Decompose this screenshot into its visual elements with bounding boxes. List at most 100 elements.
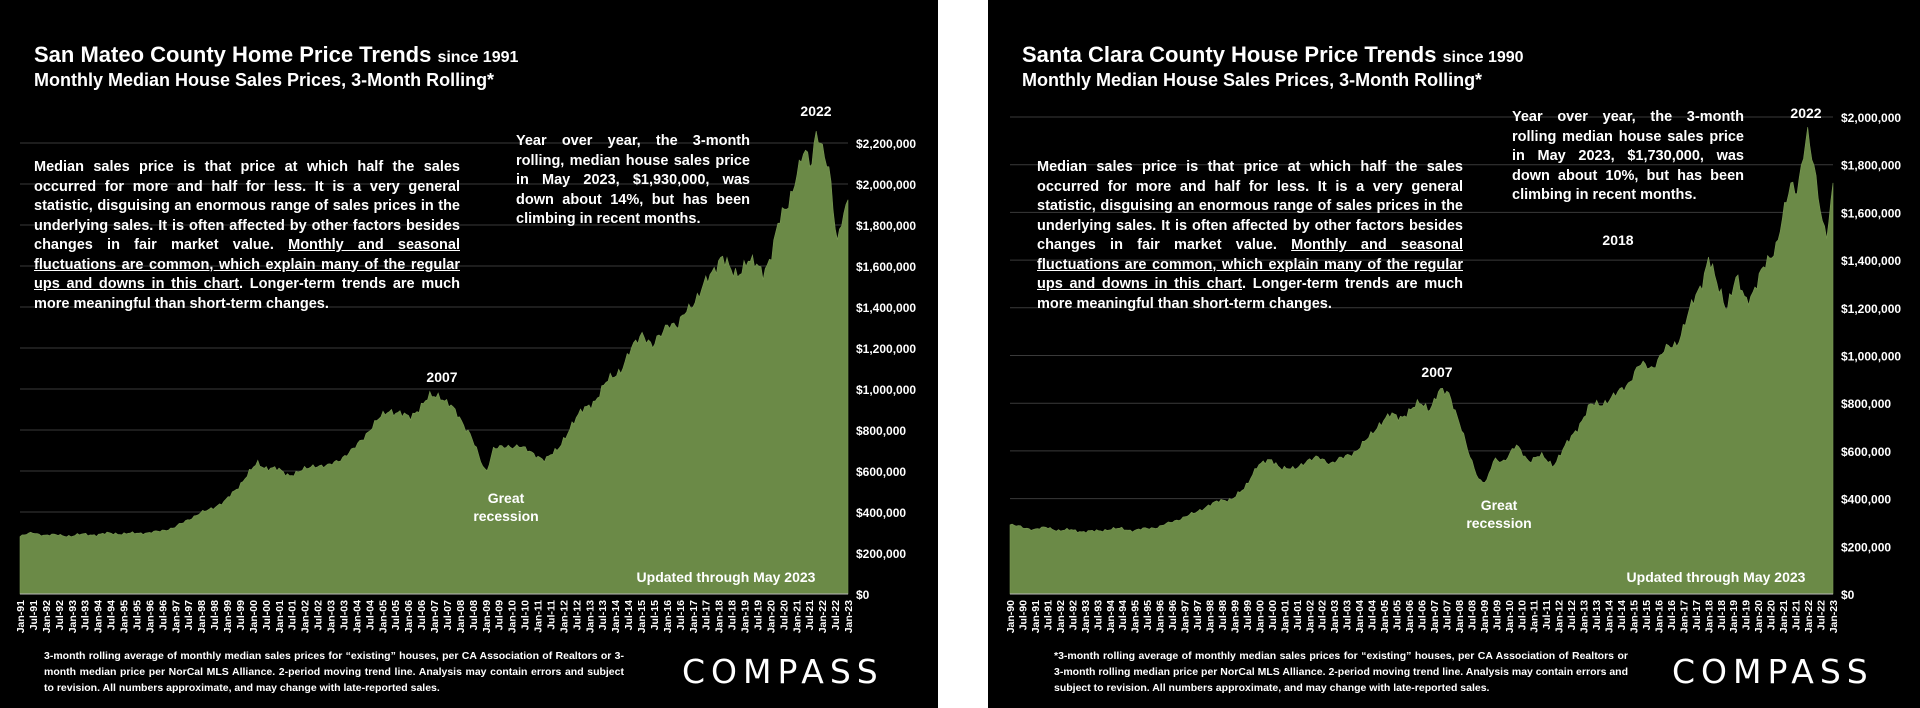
x-tick-label: Jul-22 bbox=[830, 600, 842, 631]
compass-logo: COMPASS bbox=[1672, 652, 1874, 691]
chart-annotation: 2022 bbox=[1790, 105, 1821, 121]
x-tick-label: Jul-95 bbox=[131, 600, 143, 631]
san-mateo-chart-panel: $0 $200,000 $400,000 $600,000 $800,000 $1,000… bbox=[0, 0, 938, 708]
y-tick-label: $400,000 bbox=[1841, 493, 1891, 507]
chart-annotation: recession bbox=[473, 508, 538, 524]
x-tick-label: Jul-12 bbox=[1566, 600, 1578, 631]
x-tick-label: Jan-91 bbox=[15, 600, 27, 633]
san-mateo-area-chart: $0 $200,000 $400,000 $600,000 $800,000 $1,000… bbox=[15, 103, 916, 633]
x-tick-label: Jan-90 bbox=[1005, 600, 1017, 633]
x-tick-label: Jul-18 bbox=[727, 600, 739, 631]
y-tick-label: $2,000,000 bbox=[1841, 111, 1901, 125]
chart-annotation: Updated through May 2023 bbox=[637, 569, 816, 585]
x-tick-label: Jul-14 bbox=[623, 600, 635, 631]
x-tick-label: Jul-19 bbox=[1741, 600, 1753, 631]
x-tick-label: Jan-02 bbox=[1304, 600, 1316, 633]
y-tick-label: $2,000,000 bbox=[856, 178, 916, 192]
x-tick-label: Jul-98 bbox=[209, 600, 221, 631]
x-tick-label: Jan-00 bbox=[1254, 600, 1266, 633]
x-tick-label: Jul-90 bbox=[1017, 600, 1029, 631]
y-tick-label: $1,000,000 bbox=[856, 383, 916, 397]
y-tick-label: $800,000 bbox=[856, 424, 906, 438]
x-tick-label: Jan-18 bbox=[714, 600, 726, 633]
x-tick-label: Jan-10 bbox=[507, 600, 519, 633]
x-tick-label: Jan-11 bbox=[533, 600, 545, 633]
x-tick-label: Jul-10 bbox=[1516, 600, 1528, 631]
x-tick-label: Jan-18 bbox=[1703, 600, 1715, 633]
x-tick-label: Jul-04 bbox=[364, 600, 376, 631]
x-tick-label: Jan-13 bbox=[1579, 600, 1591, 633]
title-text: San Mateo County Home Price Trends bbox=[34, 42, 432, 67]
x-tick-label: Jul-92 bbox=[1067, 600, 1079, 631]
explanation-part-1: Median sales price is that price at whic… bbox=[1037, 159, 1463, 253]
x-tick-label: Jan-06 bbox=[1404, 600, 1416, 633]
x-tick-label: Jul-09 bbox=[494, 600, 506, 631]
x-tick-label: Jan-23 bbox=[1828, 600, 1840, 633]
x-tick-label: Jan-93 bbox=[1080, 600, 1092, 633]
x-tick-label: Jan-04 bbox=[1354, 600, 1366, 633]
x-tick-label: Jan-96 bbox=[1155, 600, 1167, 633]
x-tick-label: Jan-08 bbox=[455, 600, 467, 633]
title-text: Santa Clara County House Price Trends bbox=[1022, 42, 1437, 67]
x-tick-label: Jan-95 bbox=[119, 600, 131, 633]
x-tick-label: Jul-10 bbox=[520, 600, 532, 631]
x-tick-label: Jul-20 bbox=[1766, 600, 1778, 631]
x-tick-label: Jan-19 bbox=[1728, 600, 1740, 633]
x-tick-label: Jul-96 bbox=[1167, 600, 1179, 631]
x-tick-label: Jan-13 bbox=[584, 600, 596, 633]
x-tick-label: Jan-09 bbox=[481, 600, 493, 633]
santa-clara-chart-panel: $0 $200,000 $400,000 $600,000 $800,000 $1,000… bbox=[988, 0, 1920, 708]
y-tick-label: $1,800,000 bbox=[1841, 159, 1901, 173]
x-tick-label: Jul-06 bbox=[1417, 600, 1429, 631]
footnote: *3-month rolling average of monthly medi… bbox=[1054, 650, 1628, 694]
explanation-part-2: . Longer-term trends are much more meani… bbox=[34, 276, 460, 312]
x-tick-label: Jul-01 bbox=[287, 600, 299, 631]
x-tick-label: Jul-93 bbox=[1092, 600, 1104, 631]
x-tick-label: Jan-08 bbox=[1454, 600, 1466, 633]
x-tick-label: Jan-14 bbox=[1604, 600, 1616, 633]
chart-subtitle: Monthly Median House Sales Prices, 3-Mon… bbox=[1022, 70, 1483, 90]
x-tick-label: Jan-99 bbox=[1229, 600, 1241, 633]
x-tick-label: Jul-13 bbox=[597, 600, 609, 631]
x-tick-label: Jan-03 bbox=[326, 600, 338, 633]
chart-annotation: Great bbox=[488, 490, 525, 506]
x-tick-label: Jan-04 bbox=[351, 600, 363, 633]
x-tick-label: Jul-02 bbox=[1317, 600, 1329, 631]
x-tick-label: Jul-00 bbox=[1267, 600, 1279, 631]
x-tick-label: Jan-23 bbox=[843, 600, 855, 633]
explanation-underlined: Monthly and seasonal fluctuations are co… bbox=[34, 237, 460, 292]
x-tick-label: Jul-07 bbox=[442, 600, 454, 631]
price-area bbox=[19, 130, 849, 595]
explanation-part-1: Median sales price is that price at whic… bbox=[34, 159, 460, 253]
x-tick-label: Jul-15 bbox=[1641, 600, 1653, 631]
x-tick-label: Jul-99 bbox=[235, 600, 247, 631]
x-tick-label: Jul-92 bbox=[54, 600, 66, 631]
y-tick-label: $1,600,000 bbox=[1841, 206, 1901, 220]
y-tick-label: $1,200,000 bbox=[1841, 302, 1901, 316]
y-tick-label: $1,200,000 bbox=[856, 342, 916, 356]
chart-annotation: 2007 bbox=[426, 369, 457, 385]
x-tick-label: Jul-05 bbox=[390, 600, 402, 631]
x-tick-label: Jan-93 bbox=[67, 600, 79, 633]
x-tick-label: Jul-20 bbox=[778, 600, 790, 631]
y-tick-label: $400,000 bbox=[856, 506, 906, 520]
chart-subtitle: Monthly Median House Sales Prices, 3-Mon… bbox=[34, 70, 495, 90]
x-tick-label: Jan-96 bbox=[144, 600, 156, 633]
x-tick-label: Jan-05 bbox=[1379, 600, 1391, 633]
y-tick-label: $1,000,000 bbox=[1841, 350, 1901, 364]
x-tick-label: Jan-20 bbox=[765, 600, 777, 633]
x-tick-label: Jul-08 bbox=[1466, 600, 1478, 631]
x-tick-label: Jan-07 bbox=[429, 600, 441, 633]
x-tick-label: Jul-94 bbox=[1117, 600, 1129, 631]
x-tick-label: Jan-11 bbox=[1529, 600, 1541, 633]
y-tick-label: $1,400,000 bbox=[1841, 254, 1901, 268]
x-tick-label: Jul-04 bbox=[1367, 600, 1379, 631]
x-tick-label: Jan-15 bbox=[636, 600, 648, 633]
chart-annotation: 2018 bbox=[1602, 232, 1633, 248]
x-tick-label: Jul-11 bbox=[1541, 600, 1553, 630]
yoy-note: Year over year, the 3-month rolling, med… bbox=[516, 133, 750, 227]
x-tick-label: Jul-17 bbox=[701, 600, 713, 631]
x-tick-label: Jul-02 bbox=[313, 600, 325, 631]
y-tick-label: $1,400,000 bbox=[856, 301, 916, 315]
x-tick-label: Jan-15 bbox=[1628, 600, 1640, 633]
